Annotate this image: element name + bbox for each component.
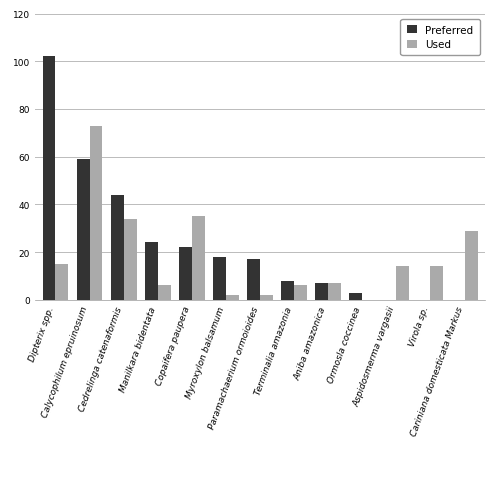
Bar	[42, 58, 56, 300]
Bar	[110, 196, 124, 300]
Legend: Preferred, Used: Preferred, Used	[400, 20, 480, 56]
Bar	[281, 281, 294, 300]
Bar	[56, 264, 68, 300]
Bar	[247, 259, 260, 300]
Bar	[213, 257, 226, 300]
Bar	[90, 126, 102, 300]
Bar	[226, 295, 239, 300]
Bar	[158, 286, 170, 300]
Bar	[145, 243, 158, 300]
Bar	[350, 293, 362, 300]
Bar	[260, 295, 273, 300]
Bar	[430, 267, 444, 300]
Bar	[464, 231, 477, 300]
Bar	[396, 267, 409, 300]
Bar	[315, 284, 328, 300]
Bar	[76, 160, 90, 300]
Bar	[179, 248, 192, 300]
Bar	[124, 219, 136, 300]
Bar	[192, 217, 205, 300]
Bar	[294, 286, 307, 300]
Bar	[328, 284, 341, 300]
